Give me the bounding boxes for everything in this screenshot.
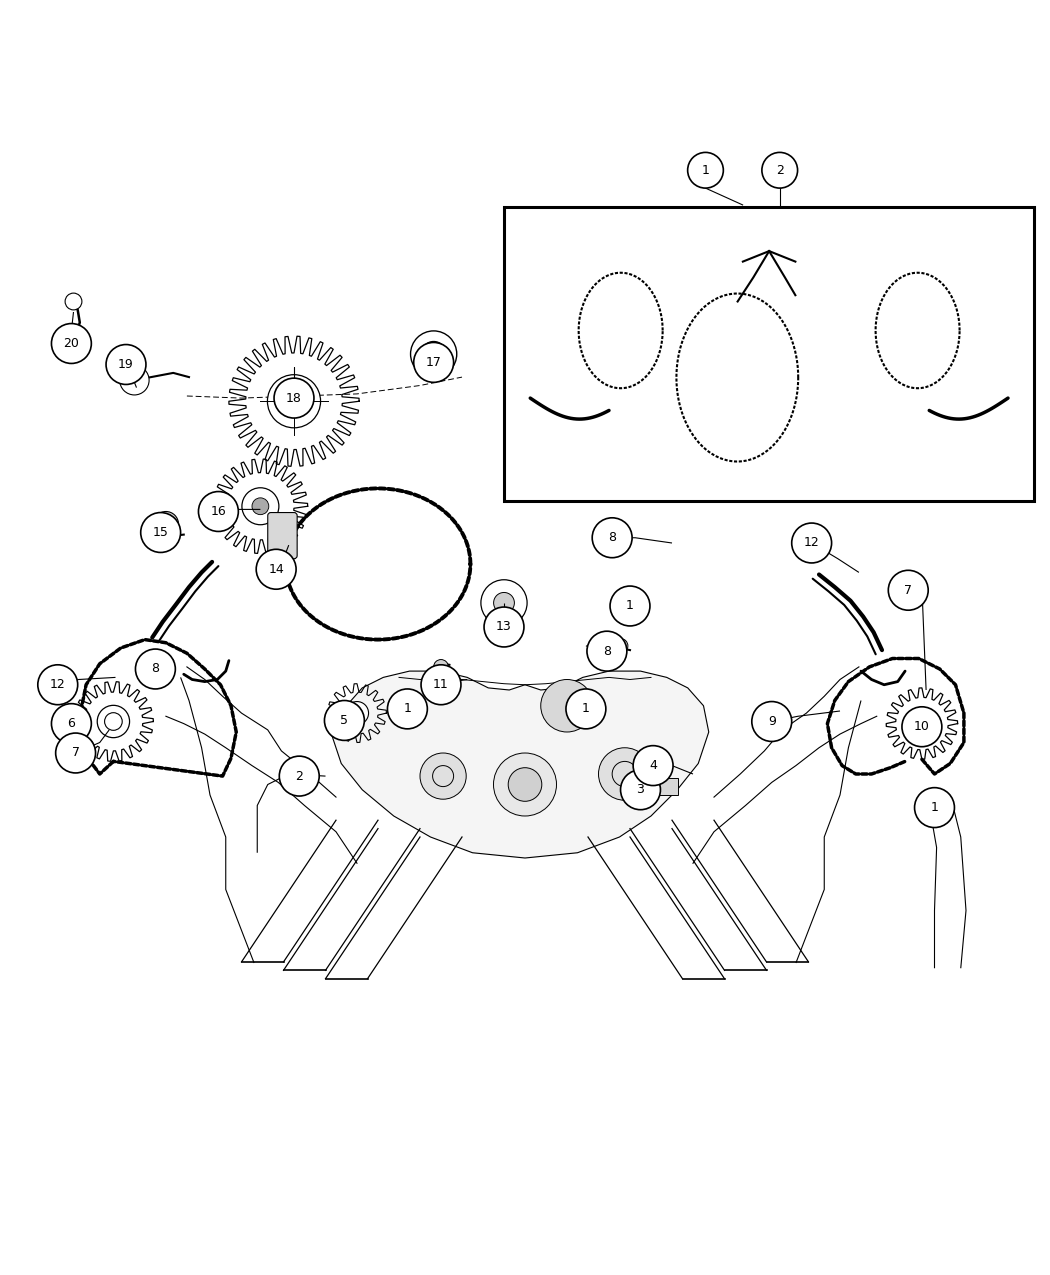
Circle shape <box>252 497 269 515</box>
Circle shape <box>387 688 427 729</box>
Circle shape <box>420 754 466 799</box>
Circle shape <box>752 701 792 742</box>
Circle shape <box>38 664 78 705</box>
Circle shape <box>120 366 149 395</box>
Circle shape <box>421 664 461 705</box>
Circle shape <box>352 708 362 718</box>
Circle shape <box>494 754 556 816</box>
Circle shape <box>324 700 364 741</box>
FancyBboxPatch shape <box>268 513 297 558</box>
Text: 2: 2 <box>295 770 303 783</box>
Text: 2: 2 <box>776 163 783 177</box>
Circle shape <box>907 709 937 738</box>
Text: 19: 19 <box>118 358 134 371</box>
Circle shape <box>198 492 238 532</box>
Text: 8: 8 <box>608 532 616 544</box>
Circle shape <box>51 704 91 743</box>
Circle shape <box>610 586 650 626</box>
Circle shape <box>640 778 657 796</box>
Circle shape <box>792 523 832 564</box>
Text: 1: 1 <box>403 703 412 715</box>
Circle shape <box>484 607 524 646</box>
Circle shape <box>51 324 91 363</box>
Circle shape <box>762 153 798 189</box>
Circle shape <box>65 293 82 310</box>
Circle shape <box>566 688 606 729</box>
Circle shape <box>633 746 673 785</box>
Text: 8: 8 <box>151 663 160 676</box>
Circle shape <box>279 756 319 796</box>
Circle shape <box>281 389 307 413</box>
Circle shape <box>153 511 178 537</box>
Circle shape <box>242 488 279 525</box>
Circle shape <box>613 639 628 653</box>
Text: 10: 10 <box>914 720 930 733</box>
Circle shape <box>508 768 542 801</box>
Text: 1: 1 <box>626 599 634 612</box>
Text: 13: 13 <box>496 621 512 634</box>
Text: 12: 12 <box>50 678 65 691</box>
Circle shape <box>592 518 632 557</box>
Text: 15: 15 <box>152 527 169 539</box>
Circle shape <box>688 153 723 189</box>
Circle shape <box>414 343 454 382</box>
Circle shape <box>541 680 593 732</box>
Text: 4: 4 <box>649 759 657 773</box>
Polygon shape <box>331 671 709 858</box>
Text: 18: 18 <box>286 391 302 404</box>
Text: 14: 14 <box>269 562 284 576</box>
Text: 8: 8 <box>603 645 611 658</box>
Text: 7: 7 <box>904 584 912 597</box>
Text: 17: 17 <box>425 356 442 368</box>
Circle shape <box>274 379 314 418</box>
Text: 20: 20 <box>63 337 80 351</box>
Text: 11: 11 <box>433 678 449 691</box>
Text: 9: 9 <box>768 715 776 728</box>
Circle shape <box>150 655 165 671</box>
Circle shape <box>345 701 369 724</box>
Circle shape <box>98 705 129 738</box>
Circle shape <box>888 570 928 611</box>
Circle shape <box>135 649 175 688</box>
Circle shape <box>587 631 627 671</box>
Circle shape <box>434 659 448 674</box>
Circle shape <box>56 733 96 773</box>
Circle shape <box>598 747 651 801</box>
Circle shape <box>621 770 660 810</box>
Circle shape <box>916 717 928 731</box>
Circle shape <box>268 375 320 428</box>
Circle shape <box>256 550 296 589</box>
Circle shape <box>421 342 446 367</box>
Text: 3: 3 <box>636 783 645 797</box>
Circle shape <box>106 714 121 729</box>
Text: 1: 1 <box>930 801 939 815</box>
Circle shape <box>902 706 942 747</box>
Text: 7: 7 <box>71 746 80 760</box>
Circle shape <box>915 788 954 827</box>
Circle shape <box>411 332 457 377</box>
Circle shape <box>481 580 527 626</box>
Bar <box>504 207 1034 501</box>
Text: 12: 12 <box>804 537 819 550</box>
Circle shape <box>494 593 514 613</box>
Text: 16: 16 <box>210 505 226 518</box>
Circle shape <box>141 513 181 552</box>
Text: 1: 1 <box>582 703 590 715</box>
Text: 5: 5 <box>340 714 349 727</box>
Circle shape <box>105 713 122 731</box>
Text: 6: 6 <box>67 717 76 731</box>
Circle shape <box>106 344 146 385</box>
Text: 1: 1 <box>701 163 710 177</box>
Bar <box>649 778 678 796</box>
